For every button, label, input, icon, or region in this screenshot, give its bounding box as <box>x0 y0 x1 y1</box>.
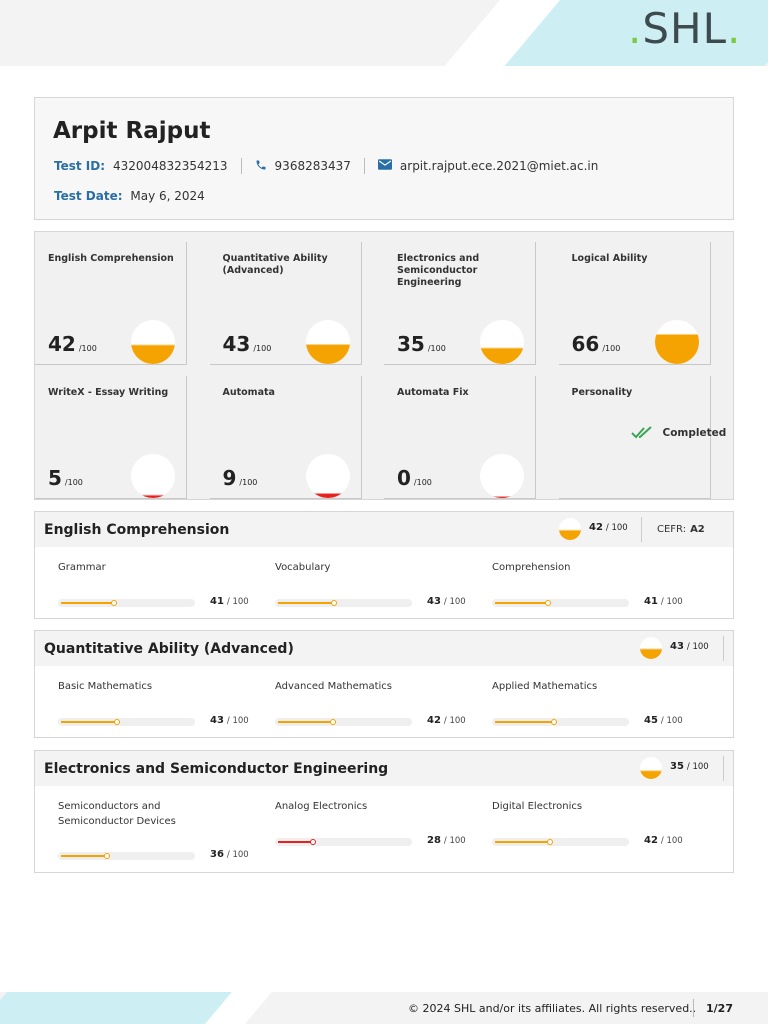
subscore-value: 41/ 100 <box>644 596 683 607</box>
score-tile: Logical Ability 66/100 <box>558 242 711 365</box>
subscore-name: Vocabulary <box>275 562 331 573</box>
candidate-card: Arpit Rajput Test ID: 432004832354213 93… <box>34 97 734 220</box>
section-gauge <box>640 757 662 779</box>
score-tile: WriteX - Essay Writing 5/100 <box>35 376 187 499</box>
shl-logo: .SHL. <box>628 4 742 53</box>
divider <box>641 517 642 542</box>
score-gauge <box>305 320 350 364</box>
score-tile: Electronics and Semiconductor Engineerin… <box>384 242 536 365</box>
tile-score: 35/100 <box>397 332 446 356</box>
copyright-text: © 2024 SHL and/or its affiliates. All ri… <box>408 1002 697 1015</box>
tile-title: Electronics and Semiconductor Engineerin… <box>397 253 480 288</box>
tile-title: WriteX - Essay Writing <box>48 387 169 398</box>
section-title: Quantitative Ability (Advanced) <box>44 641 294 657</box>
email-value[interactable]: arpit.rajput.ece.2021@miet.ac.in <box>399 159 599 173</box>
score-tile: Quantitative Ability (Advanced) 43/100 <box>209 242 362 365</box>
score-grid: English Comprehension 42/100 Quantitative … <box>34 231 734 500</box>
score-tile: Automata 9/100 <box>209 376 362 499</box>
tile-score: 43/100 <box>222 332 272 356</box>
subscore-name: Applied Mathematics <box>492 681 598 692</box>
test-id-value: 432004832354213 <box>113 159 228 173</box>
page-number: 1/27 <box>706 1002 733 1015</box>
score-gauge <box>131 320 175 364</box>
divider <box>693 999 694 1017</box>
cefr-level: CEFR: A2 <box>657 524 705 535</box>
tile-score: 9/100 <box>222 466 258 490</box>
score-tile: English Comprehension 42/100 <box>35 242 187 365</box>
score-gauge <box>305 454 350 498</box>
subscore-bar <box>275 838 412 846</box>
score-gauge <box>480 454 524 498</box>
tile-title: English Comprehension <box>48 253 174 264</box>
section-score: 43/ 100 <box>670 641 709 652</box>
subscore-name: Digital Electronics <box>492 801 583 812</box>
test-date: Test Date: May 6, 2024 <box>54 189 205 203</box>
subscore-bar <box>275 718 412 726</box>
score-tile: Automata Fix 0/100 <box>384 376 536 499</box>
completed-status: Completed <box>630 426 727 440</box>
candidate-name: Arpit Rajput <box>53 118 211 144</box>
divider <box>723 756 724 781</box>
section-header: English Comprehension 42/ 100 CEFR: A2 <box>35 512 733 547</box>
subscore-bar <box>58 852 195 860</box>
section-gauge <box>559 518 581 540</box>
subscore-bar <box>58 599 195 607</box>
section-header: Quantitative Ability (Advanced) 43/ 100 <box>35 631 733 666</box>
section-title: Electronics and Semiconductor Engineerin… <box>44 761 389 777</box>
section-header: Electronics and Semiconductor Engineerin… <box>35 751 733 786</box>
subscore-name: Analog Electronics <box>275 801 368 812</box>
score-gauge <box>131 454 175 498</box>
tile-title: Personality <box>571 387 633 398</box>
subscore-name: Comprehension <box>492 562 571 573</box>
test-date-label: Test Date: <box>54 189 123 203</box>
phone-icon <box>255 159 267 174</box>
divider <box>723 636 724 661</box>
phone-value: 9368283437 <box>274 159 351 173</box>
tile-score: 0/100 <box>397 466 432 490</box>
test-id-label: Test ID: <box>54 159 106 173</box>
section-card: Quantitative Ability (Advanced) 43/ 100 Ba… <box>34 630 734 738</box>
subscore-value: 28/ 100 <box>427 835 466 846</box>
subscore-value: 41/ 100 <box>210 596 249 607</box>
subscore-name: Basic Mathematics <box>58 681 153 692</box>
status-label: Completed <box>662 427 727 439</box>
divider <box>240 158 242 174</box>
score-gauge <box>654 320 699 364</box>
subscore-value: 42/ 100 <box>644 835 683 846</box>
score-gauge <box>480 320 524 364</box>
subscore-bar <box>492 838 629 846</box>
section-card: Electronics and Semiconductor Engineerin… <box>34 750 734 873</box>
section-score: 42/ 100 <box>589 522 628 533</box>
candidate-meta: Test ID: 432004832354213 9368283437 arpi… <box>54 158 598 174</box>
tile-score: 66/100 <box>571 332 621 356</box>
section-card: English Comprehension 42/ 100 CEFR: A2 Gramm… <box>34 511 734 619</box>
double-check-icon <box>630 426 655 440</box>
tile-title: Automata Fix <box>397 387 469 398</box>
tile-score: 5/100 <box>48 466 83 490</box>
subscore-value: 36/ 100 <box>210 849 249 860</box>
section-title: English Comprehension <box>44 522 230 538</box>
subscore-name: Semiconductors and Semiconductor Devices <box>58 801 176 827</box>
section-gauge <box>640 637 662 659</box>
subscore-value: 43/ 100 <box>427 596 466 607</box>
subscore-bar <box>492 599 629 607</box>
score-tile: Personality Completed <box>558 376 726 499</box>
tile-title: Automata <box>222 387 275 398</box>
section-score: 35/ 100 <box>670 761 709 772</box>
divider <box>363 158 365 174</box>
subscore-value: 45/ 100 <box>644 715 683 726</box>
subscore-value: 43/ 100 <box>210 715 249 726</box>
email-icon <box>377 159 392 173</box>
test-date-value: May 6, 2024 <box>130 189 205 203</box>
tile-score: 42/100 <box>48 332 97 356</box>
subscore-value: 42/ 100 <box>427 715 466 726</box>
subscore-bar <box>58 718 195 726</box>
subscore-bar <box>492 718 629 726</box>
subscore-name: Advanced Mathematics <box>275 681 393 692</box>
tile-title: Logical Ability <box>571 253 648 264</box>
subscore-name: Grammar <box>58 562 106 573</box>
subscore-bar <box>275 599 412 607</box>
tile-title: Quantitative Ability (Advanced) <box>222 253 328 276</box>
